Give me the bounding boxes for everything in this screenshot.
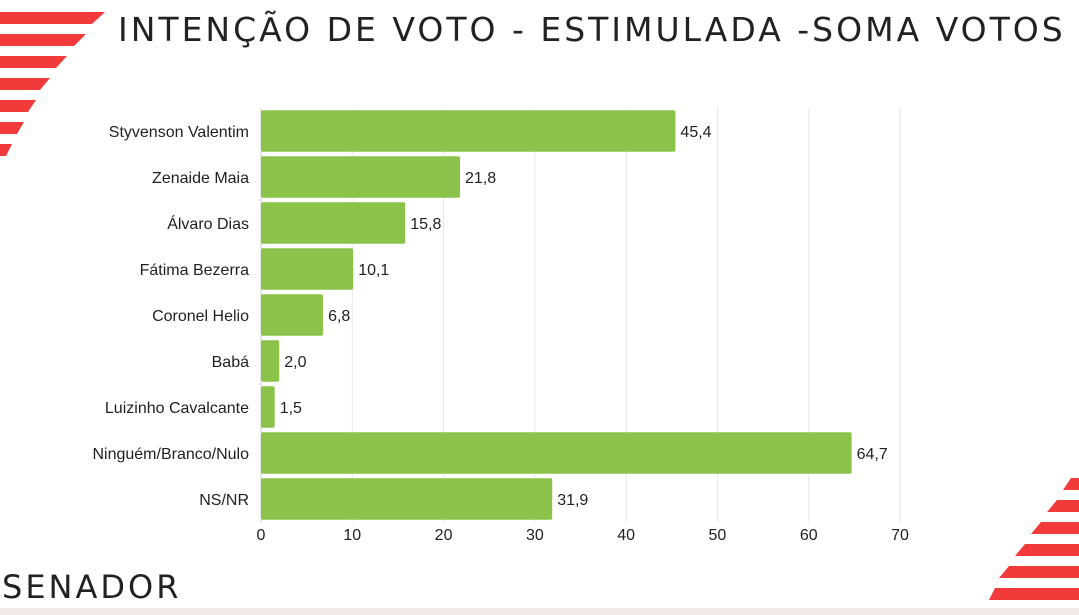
x-tick-label: 30 xyxy=(526,527,544,544)
top-left-stripes-decoration xyxy=(0,12,105,156)
x-tick-label: 20 xyxy=(435,527,453,544)
x-tick-label: 0 xyxy=(257,527,266,544)
category-label: Coronel Helio xyxy=(152,308,249,325)
category-label: Luizinho Cavalcante xyxy=(105,400,249,417)
value-label: 21,8 xyxy=(465,170,496,187)
page-title: INTENÇÃO DE VOTO - ESTIMULADA -SOMA VOTO… xyxy=(118,10,1066,49)
footer-label: SENADOR xyxy=(2,568,182,606)
value-label: 64,7 xyxy=(857,446,888,463)
x-tick-label: 70 xyxy=(891,527,909,544)
category-label: NS/NR xyxy=(199,492,249,509)
bar xyxy=(261,386,275,428)
value-label: 1,5 xyxy=(280,400,302,417)
category-label: Zenaide Maia xyxy=(152,170,249,187)
bar xyxy=(261,110,676,152)
bar xyxy=(261,202,406,244)
category-label: Styvenson Valentim xyxy=(109,124,249,141)
value-label: 45,4 xyxy=(680,124,711,141)
x-tick-label: 40 xyxy=(617,527,635,544)
category-label: Babá xyxy=(212,354,249,371)
category-label: Fátima Bezerra xyxy=(140,262,249,279)
x-tick-label: 10 xyxy=(343,527,361,544)
bar xyxy=(261,432,852,474)
bar xyxy=(261,294,324,336)
bar xyxy=(261,248,354,290)
value-label: 15,8 xyxy=(410,216,441,233)
x-tick-label: 50 xyxy=(709,527,727,544)
x-tick-label: 60 xyxy=(800,527,818,544)
value-label: 6,8 xyxy=(328,308,350,325)
value-label: 10,1 xyxy=(358,262,389,279)
bar xyxy=(261,340,280,382)
bar xyxy=(261,478,553,520)
bottom-right-stripes-decoration xyxy=(989,478,1079,600)
category-label: Álvaro Dias xyxy=(167,214,249,233)
value-label: 2,0 xyxy=(284,354,306,371)
bottom-divider xyxy=(0,608,1079,615)
value-label: 31,9 xyxy=(557,492,588,509)
bar xyxy=(261,156,461,198)
category-label: Ninguém/Branco/Nulo xyxy=(92,446,249,463)
